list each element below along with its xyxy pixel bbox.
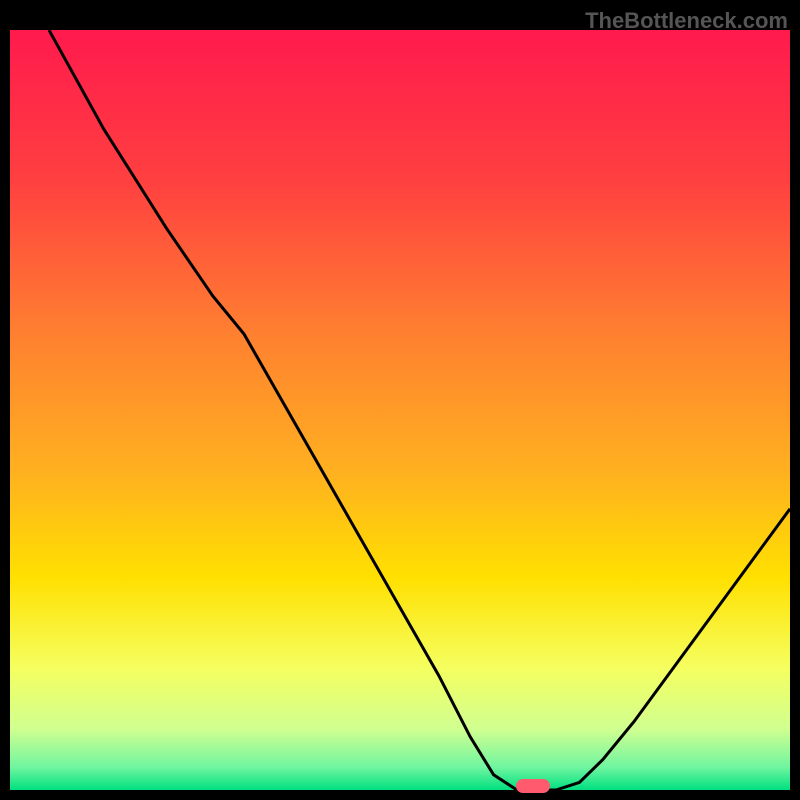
curve-path: [49, 30, 790, 790]
watermark-text: TheBottleneck.com: [585, 8, 788, 34]
optimal-marker: [516, 779, 550, 793]
bottleneck-chart: TheBottleneck.com: [0, 0, 800, 800]
bottleneck-curve: [10, 30, 790, 790]
plot-area: [10, 30, 790, 790]
